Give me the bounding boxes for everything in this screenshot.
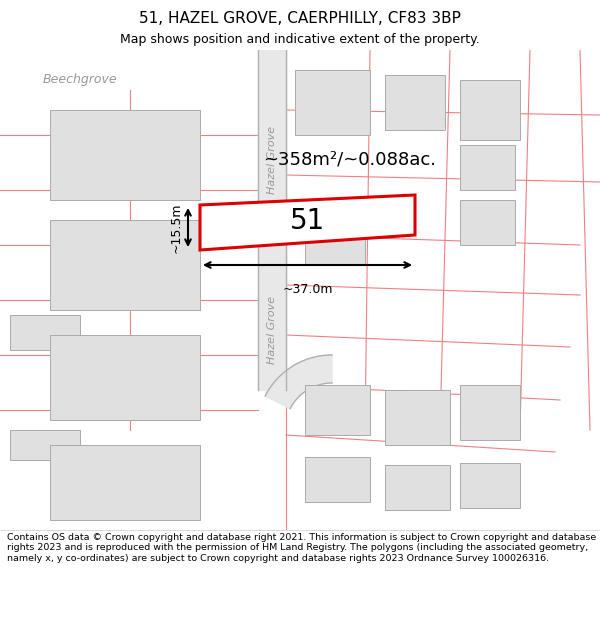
Bar	[305, 385, 370, 435]
Bar	[385, 390, 450, 445]
Bar	[385, 465, 450, 510]
Bar	[295, 70, 370, 135]
Bar	[460, 463, 520, 508]
Bar	[50, 220, 200, 310]
Text: Beechgrove: Beechgrove	[43, 74, 118, 86]
Text: Hazel Grove: Hazel Grove	[267, 126, 277, 194]
Bar	[460, 200, 515, 245]
Polygon shape	[265, 355, 332, 409]
Text: ~37.0m: ~37.0m	[282, 283, 333, 296]
Bar	[460, 145, 515, 190]
Text: Contains OS data © Crown copyright and database right 2021. This information is : Contains OS data © Crown copyright and d…	[7, 533, 596, 562]
Text: 51: 51	[290, 208, 325, 235]
Bar	[50, 335, 200, 420]
Bar	[460, 80, 520, 140]
Bar	[10, 315, 80, 350]
Text: Map shows position and indicative extent of the property.: Map shows position and indicative extent…	[120, 32, 480, 46]
Text: 51, HAZEL GROVE, CAERPHILLY, CF83 3BP: 51, HAZEL GROVE, CAERPHILLY, CF83 3BP	[139, 11, 461, 26]
Text: Hazel Grove: Hazel Grove	[267, 296, 277, 364]
Polygon shape	[200, 195, 415, 250]
Polygon shape	[258, 50, 286, 390]
Text: ~15.5m: ~15.5m	[170, 202, 183, 252]
Bar	[305, 205, 340, 225]
Bar	[305, 457, 370, 502]
Text: ~358m²/~0.088ac.: ~358m²/~0.088ac.	[263, 151, 437, 169]
Bar	[50, 110, 200, 200]
Bar	[460, 385, 520, 440]
Bar	[50, 445, 200, 520]
Bar	[10, 430, 80, 460]
Bar	[305, 215, 365, 265]
Bar	[385, 75, 445, 130]
